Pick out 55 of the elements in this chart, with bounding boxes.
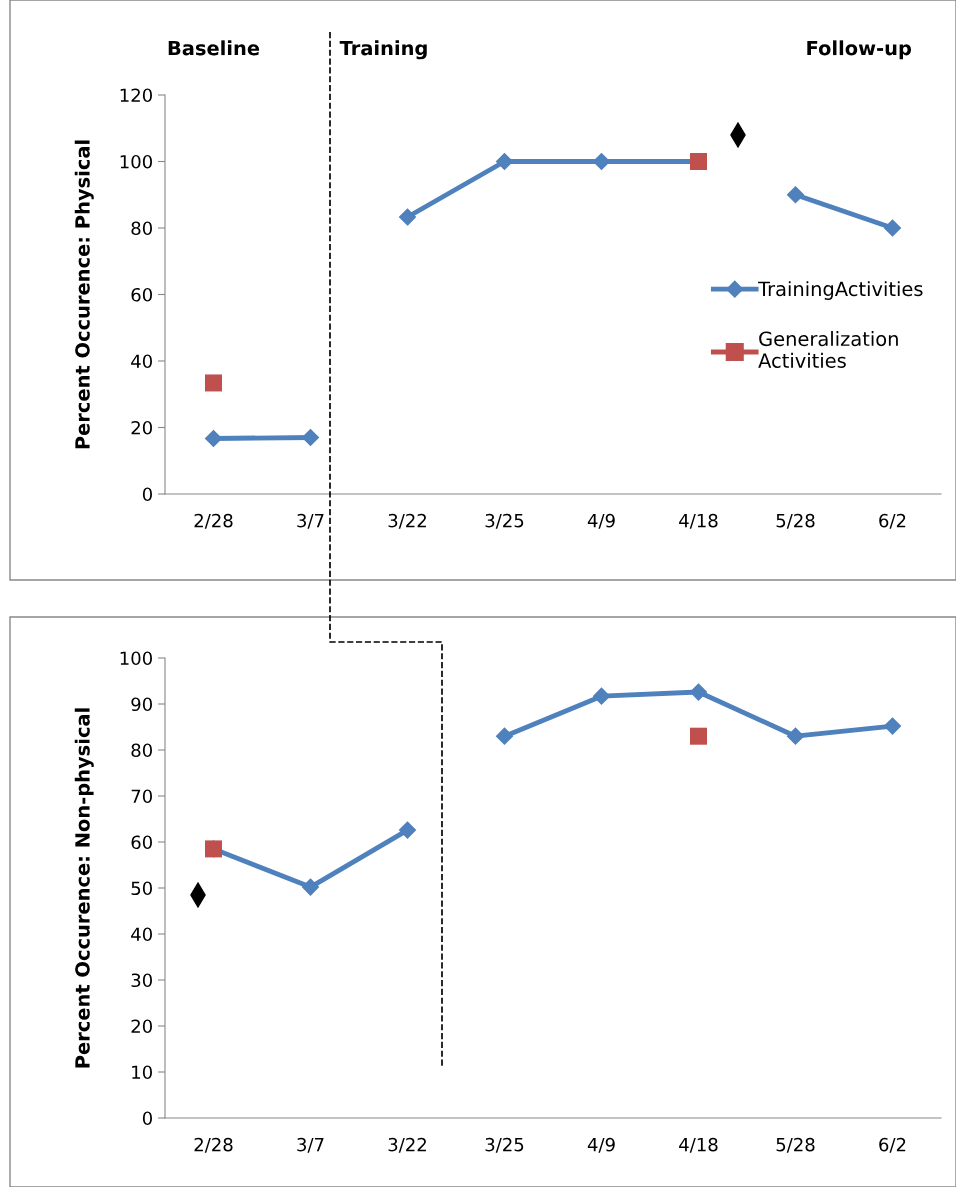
y-tick-label: 60 <box>131 835 152 850</box>
y-tick-label: 70 <box>131 789 152 804</box>
point <box>689 727 708 745</box>
x-tick-label: 3/25 <box>485 1137 524 1153</box>
y-axis-title: Percent Occurence: Non-physical <box>74 708 94 1068</box>
y-tick-label: 120 <box>120 88 152 103</box>
point <box>204 429 223 448</box>
x-tick-label: 6/2 <box>879 513 906 529</box>
point <box>398 208 417 226</box>
x-tick-label: 4/9 <box>587 1137 615 1153</box>
x-tick-label: 3/25 <box>485 513 524 529</box>
y-tick-label: 0 <box>142 1111 152 1126</box>
point <box>786 186 805 204</box>
y-tick-label: 60 <box>131 287 152 302</box>
point <box>786 727 805 745</box>
x-tick-label: 3/22 <box>388 513 426 529</box>
y-tick-label: 90 <box>131 697 152 712</box>
y-tick-label: 100 <box>120 651 152 666</box>
point <box>689 683 708 701</box>
y-tick-label: 20 <box>131 1019 152 1034</box>
x-tick-label: 2/28 <box>194 1137 233 1153</box>
x-tick-label: 4/18 <box>679 1137 718 1153</box>
y-tick-label: 0 <box>142 487 152 502</box>
y-tick-label: 80 <box>131 743 152 758</box>
text: Baseline <box>168 40 260 56</box>
x-tick-label: 3/22 <box>388 1137 426 1153</box>
point <box>301 428 320 447</box>
x-tick-label: 2/28 <box>194 513 233 529</box>
legend-label: TrainingActivities <box>758 281 923 300</box>
text: Follow-up <box>807 40 912 60</box>
point <box>398 821 417 839</box>
text: Training <box>339 40 427 60</box>
y-tick-label: 80 <box>131 221 152 236</box>
x-tick-label: 3/7 <box>297 513 324 529</box>
point <box>301 878 320 896</box>
y-tick-label: 10 <box>132 1065 152 1080</box>
y-tick-label: 100 <box>120 154 152 169</box>
y-tick-label: 30 <box>131 973 152 988</box>
point <box>883 717 902 735</box>
x-tick-label: 4/18 <box>679 513 718 529</box>
x-tick-label: 5/28 <box>776 1137 815 1153</box>
x-tick-label: 3/7 <box>297 1137 324 1153</box>
y-tick-label: 50 <box>131 881 152 896</box>
x-tick-label: 5/28 <box>776 513 815 529</box>
y-axis-title: Percent Occurence: Physical <box>74 140 94 449</box>
legend-label: Generalization Activities <box>758 331 898 368</box>
x-tick-label: 6/2 <box>879 1137 906 1153</box>
x-tick-label: 4/9 <box>587 513 615 529</box>
point <box>204 374 223 392</box>
y-tick-label: 40 <box>131 927 152 942</box>
point <box>592 687 611 705</box>
y-tick-label: 40 <box>131 354 152 369</box>
y-tick-label: 20 <box>131 420 152 435</box>
point <box>883 219 902 237</box>
point <box>495 727 514 745</box>
